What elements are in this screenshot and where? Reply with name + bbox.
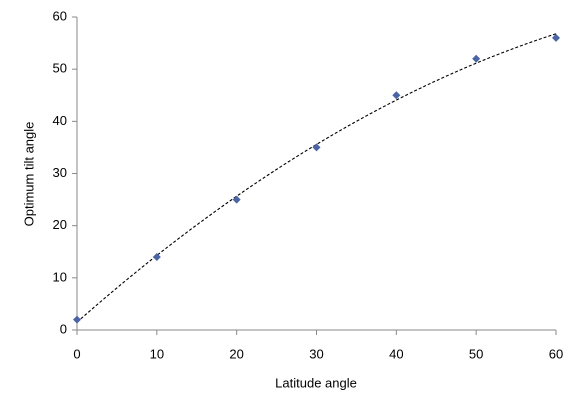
data-point bbox=[232, 195, 241, 204]
data-point bbox=[73, 315, 81, 324]
x-tick-label: 60 bbox=[549, 346, 563, 361]
y-tick-label: 20 bbox=[53, 217, 67, 232]
x-tick-label: 20 bbox=[229, 346, 243, 361]
y-tick-label: 30 bbox=[53, 165, 67, 180]
y-tick-label: 60 bbox=[53, 8, 67, 23]
data-point bbox=[392, 91, 401, 100]
data-point bbox=[552, 33, 560, 42]
data-point bbox=[152, 252, 161, 261]
y-axis-label: Optimum tilt angle bbox=[21, 122, 36, 227]
y-tick-label: 40 bbox=[53, 113, 67, 128]
y-tick-label: 10 bbox=[53, 269, 67, 284]
x-tick-label: 10 bbox=[150, 346, 164, 361]
y-tick-label: 50 bbox=[53, 61, 67, 76]
x-tick-label: 50 bbox=[469, 346, 483, 361]
y-tick-label: 0 bbox=[60, 321, 67, 336]
data-point bbox=[472, 54, 481, 63]
trendline bbox=[76, 33, 557, 323]
x-tick-label: 30 bbox=[309, 346, 323, 361]
x-axis-label: Latitude angle bbox=[275, 375, 357, 390]
data-point bbox=[312, 143, 321, 152]
x-tick-label: 40 bbox=[389, 346, 403, 361]
x-tick-label: 0 bbox=[73, 346, 80, 361]
